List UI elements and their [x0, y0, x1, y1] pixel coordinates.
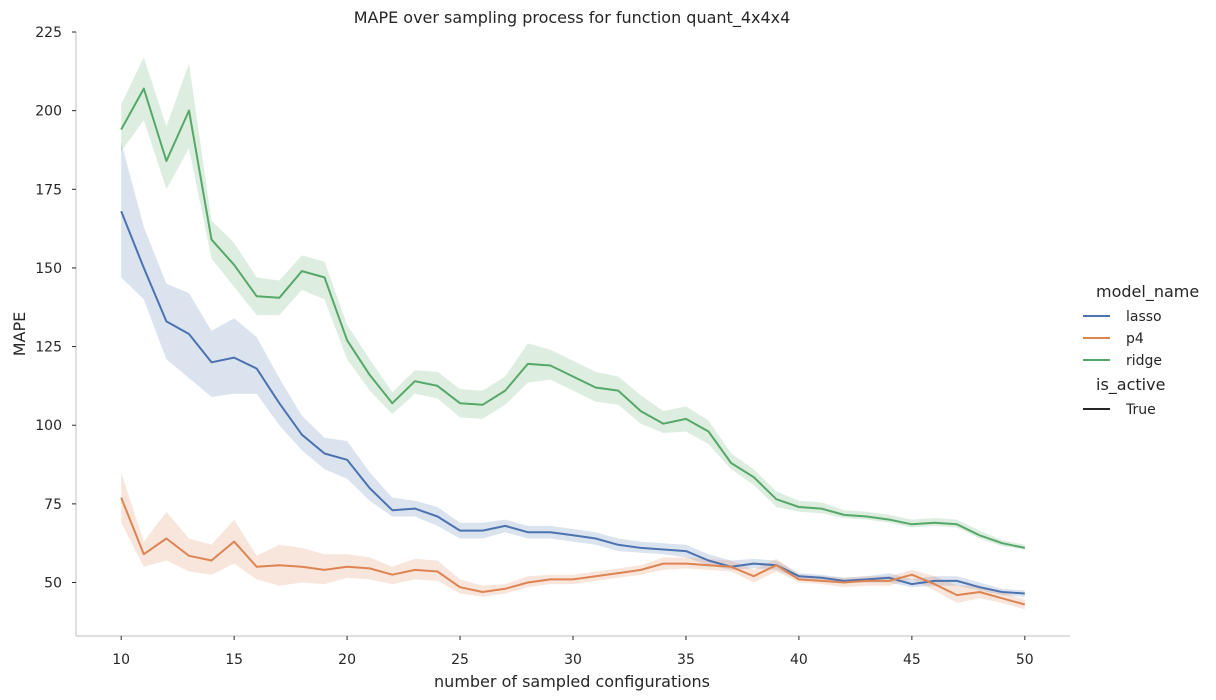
x-tick-label: 15	[225, 652, 243, 668]
y-axis-title: MAPE	[10, 312, 29, 357]
x-axis-title: number of sampled configurations	[434, 672, 710, 691]
line-lasso	[120, 210, 1025, 595]
y-tick-label: 225	[35, 25, 62, 41]
band-p4	[121, 472, 1025, 610]
y-tick-label: 50	[44, 576, 62, 592]
legend-label-lasso: lasso	[1126, 309, 1162, 325]
x-axis-ticks: 10 15 20 25 30 35 40 45 50	[112, 636, 1034, 668]
y-tick-label: 200	[35, 104, 62, 120]
legend-label-style: True	[1125, 402, 1156, 418]
y-axis-ticks: 50 75 100 125 150 175 200 225	[35, 25, 76, 592]
legend: model_name lasso p4 ridge is_active True	[1083, 282, 1199, 418]
line-p4	[120, 497, 1026, 606]
legend-hue-entries: lasso p4 ridge	[1083, 309, 1162, 369]
x-tick-label: 50	[1016, 652, 1034, 668]
chart-title: MAPE over sampling process for function …	[354, 8, 791, 28]
y-tick-label: 175	[35, 182, 62, 198]
y-tick-label: 100	[35, 418, 62, 434]
x-tick-label: 45	[903, 652, 921, 668]
x-tick-label: 30	[564, 652, 582, 668]
legend-label-p4: p4	[1126, 331, 1144, 347]
x-tick-label: 20	[338, 652, 356, 668]
confidence-bands	[121, 57, 1025, 610]
x-tick-label: 25	[451, 652, 469, 668]
y-tick-label: 125	[35, 340, 62, 356]
y-tick-label: 75	[44, 497, 62, 513]
legend-label-ridge: ridge	[1126, 353, 1162, 369]
legend-title-model-name: model_name	[1096, 282, 1199, 302]
y-tick-label: 150	[35, 261, 62, 277]
x-tick-label: 10	[112, 652, 130, 668]
x-tick-label: 40	[790, 652, 808, 668]
legend-title-is-active: is_active	[1096, 375, 1165, 395]
series-lines	[120, 87, 1026, 606]
line-ridge	[120, 87, 1026, 549]
band-ridge	[121, 57, 1025, 550]
legend-style-entries: True	[1083, 402, 1156, 418]
x-tick-label: 35	[677, 652, 695, 668]
